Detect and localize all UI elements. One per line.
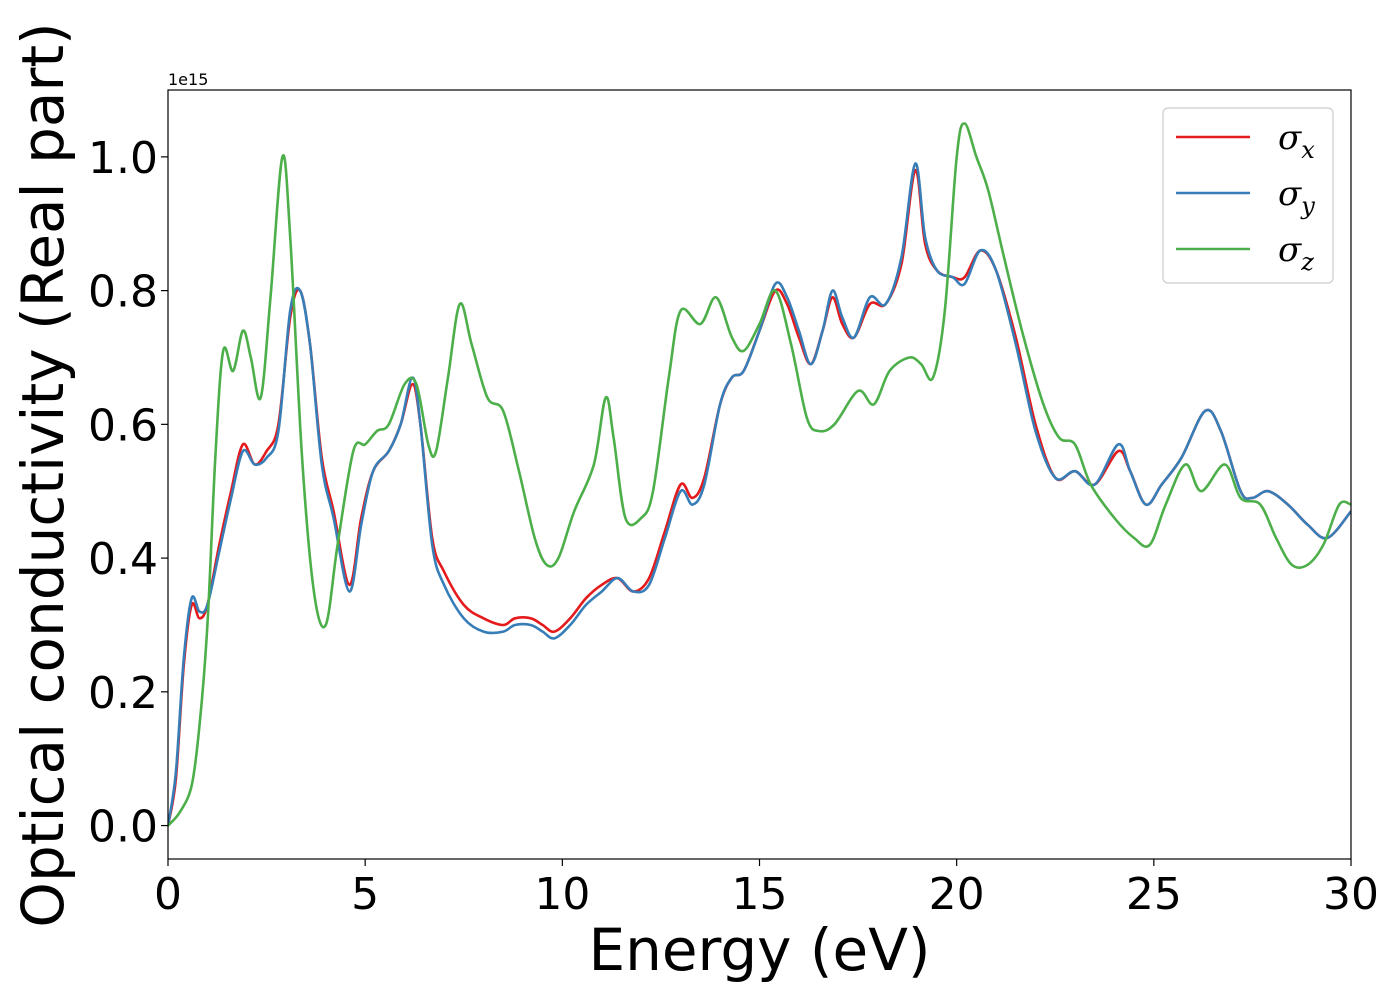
x-tick-label: 15 bbox=[732, 869, 788, 920]
y-axis-title: Optical conductivity (Real part) bbox=[9, 22, 77, 927]
y-tick-label: 0.4 bbox=[88, 534, 158, 585]
x-tick-label: 20 bbox=[929, 869, 985, 920]
x-tick-label: 25 bbox=[1126, 869, 1182, 920]
y-tick-label: 1.0 bbox=[88, 133, 158, 184]
x-tick-label: 30 bbox=[1323, 869, 1379, 920]
y-axis-ticks: 0.0 0.2 0.4 0.6 0.8 1.0 bbox=[88, 133, 168, 853]
y-tick-label: 0.8 bbox=[88, 267, 158, 318]
series-line-z bbox=[168, 122, 1351, 827]
legend-label-x: σx bbox=[1278, 118, 1315, 164]
legend-label-y: σy bbox=[1278, 174, 1315, 220]
legend: σx σy σz bbox=[1162, 107, 1334, 284]
y-tick-label: 0.2 bbox=[88, 668, 158, 719]
x-axis-ticks: 0 5 10 15 20 25 30 bbox=[154, 859, 1379, 920]
x-tick-label: 10 bbox=[534, 869, 590, 920]
y-tick-label: 0.0 bbox=[88, 802, 158, 853]
y-offset-label: 1e15 bbox=[168, 70, 208, 89]
x-tick-label: 5 bbox=[351, 869, 379, 920]
x-axis-title: Energy (eV) bbox=[588, 916, 930, 984]
legend-box bbox=[1162, 107, 1334, 284]
y-tick-label: 0.6 bbox=[88, 400, 158, 451]
x-tick-label: 0 bbox=[154, 869, 182, 920]
legend-label-z: σz bbox=[1278, 230, 1314, 276]
series-layer bbox=[168, 122, 1351, 827]
